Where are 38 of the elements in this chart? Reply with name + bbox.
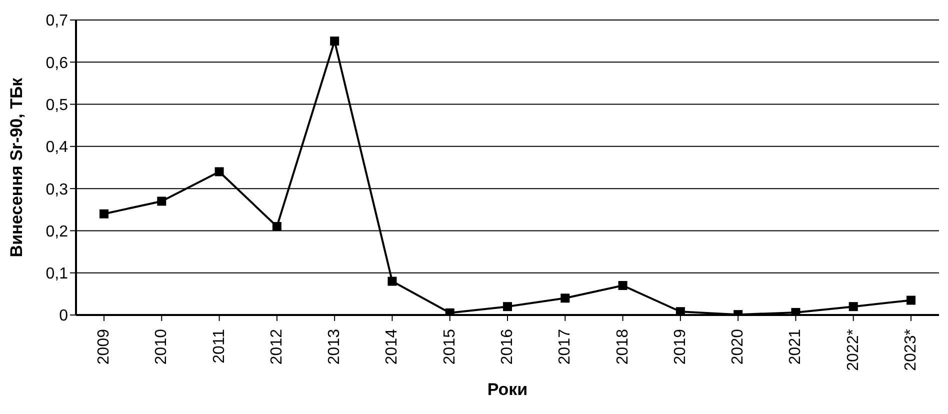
x-tick-label: 2015	[441, 328, 458, 365]
x-axis-title: Роки	[487, 380, 528, 399]
x-tick-label: 2020	[730, 328, 747, 365]
point	[791, 308, 800, 315]
y-tick-label: 0,1	[46, 266, 68, 283]
x-tick-label: 2019	[672, 328, 689, 365]
point	[214, 167, 224, 176]
point	[618, 281, 628, 290]
x-tick-label: 2018	[614, 328, 632, 365]
x-tick-label: 2016	[499, 328, 516, 365]
x-tick-label: 2009	[96, 328, 112, 365]
x-tick-label: 2021	[787, 328, 804, 365]
y-tick-label: 0,4	[46, 139, 68, 156]
x-tick-label: 2017	[556, 328, 574, 365]
x-tick-label: 2023*	[902, 329, 920, 371]
y-tick-label: 0,7	[46, 12, 68, 30]
point	[676, 307, 685, 315]
point	[560, 294, 570, 303]
y-axis-title: Винесення Sr-90, ТБк	[7, 77, 26, 258]
y-tick-label: 0,5	[46, 96, 68, 114]
x-tick-label: 2022*	[844, 329, 862, 371]
x-tick-label: 2011	[210, 328, 228, 364]
x-tick-label: 2010	[153, 328, 170, 365]
point	[848, 302, 858, 312]
y-tick-label: 0,3	[46, 181, 68, 198]
y-tick-label: 0,6	[46, 54, 68, 72]
x-tick-label: 2014	[384, 328, 401, 365]
x-tick-label: 2012	[268, 328, 286, 365]
point	[503, 302, 512, 312]
point	[906, 296, 916, 305]
y-tick-label: 0	[59, 308, 68, 325]
point	[330, 36, 340, 46]
point	[157, 196, 166, 206]
x-tick-label: 2013	[326, 328, 344, 365]
point	[388, 276, 397, 286]
point	[100, 209, 108, 218]
y-tick-label: 0,2	[46, 223, 68, 240]
point	[272, 222, 282, 231]
